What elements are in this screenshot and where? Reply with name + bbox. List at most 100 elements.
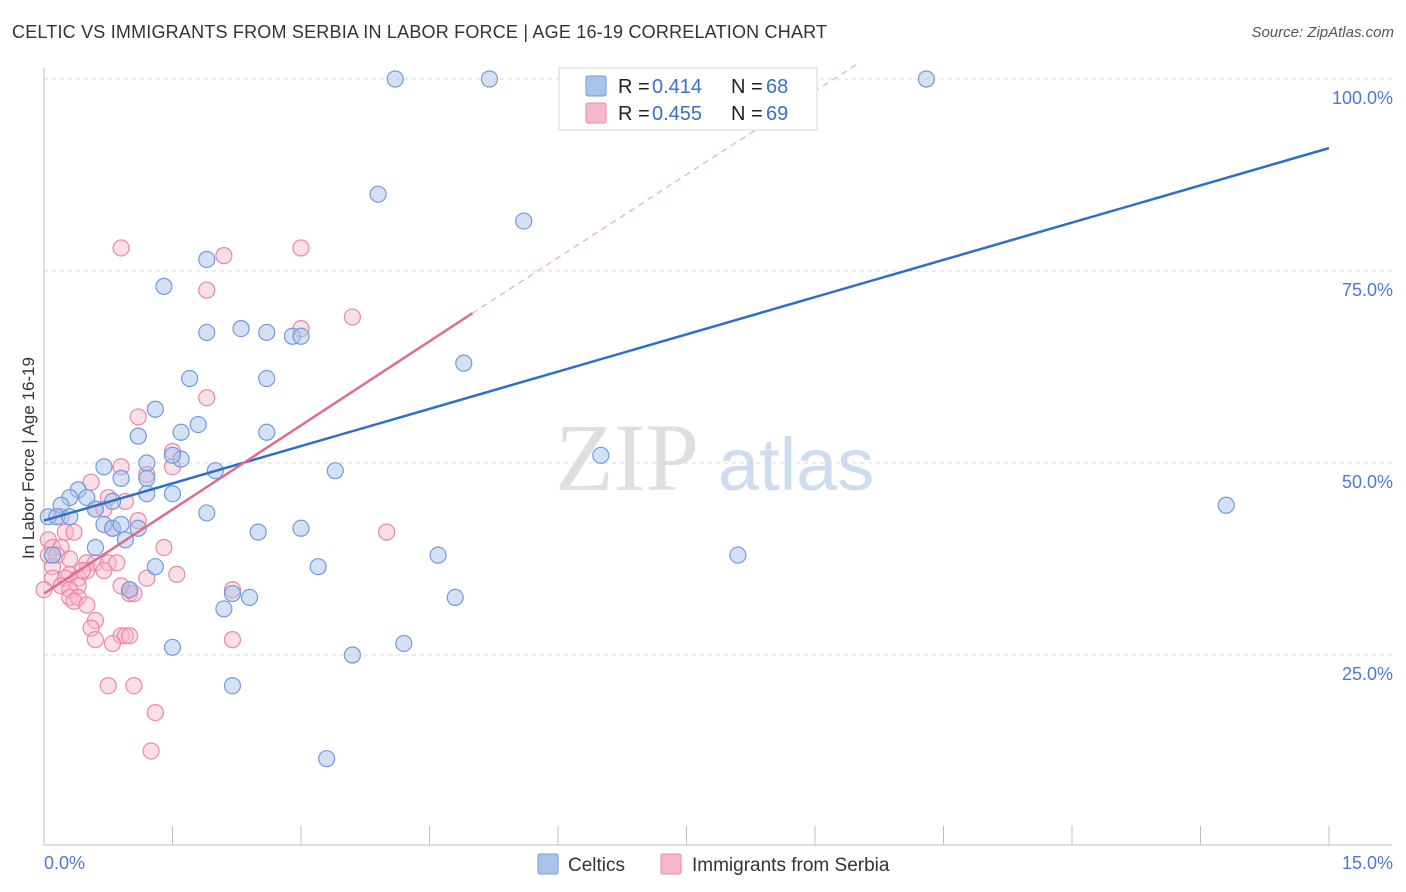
- celtics-point: [258, 369, 276, 388]
- legend-swatch-serbia: [585, 102, 607, 124]
- celtics-point: [129, 519, 147, 537]
- celtics-point: [112, 515, 130, 534]
- serbia-trend-line: [43, 312, 474, 595]
- celtics-point: [146, 558, 164, 576]
- celtics-point: [455, 354, 473, 372]
- bottom-legend: Celtics Immigrants from Serbia: [537, 853, 890, 876]
- celtics-point: [258, 423, 276, 441]
- serbia-point: [215, 247, 233, 265]
- serbia-point: [78, 596, 96, 614]
- celtics-trend-line: [43, 146, 1330, 522]
- celtics-point: [198, 504, 216, 522]
- celtics-point: [138, 454, 156, 472]
- serbia-point: [108, 554, 126, 572]
- celtics-point: [917, 70, 935, 88]
- celtics-point: [326, 462, 344, 480]
- celtics-point: [429, 546, 447, 564]
- serbia-point: [65, 523, 83, 541]
- celtics-point: [95, 458, 113, 476]
- serbia-point: [343, 308, 361, 326]
- celtics-point: [138, 469, 156, 487]
- bottom-legend-swatch-serbia: [660, 853, 682, 875]
- celtics-point: [215, 600, 233, 618]
- y-tick-label-2: 50.0%: [1342, 472, 1393, 492]
- serbia-point: [52, 577, 70, 595]
- celtics-point: [198, 323, 216, 342]
- y-axis-label: In Labor Force | Age 16-19: [19, 357, 38, 559]
- celtics-point: [386, 70, 404, 88]
- celtics-point: [292, 327, 310, 345]
- x-tick-left: 0.0%: [44, 853, 85, 873]
- celtics-point: [258, 323, 276, 342]
- axes: [43, 68, 1392, 846]
- celtics-point: [223, 677, 242, 695]
- chart-title: CELTIC VS IMMIGRANTS FROM SERBIA IN LABO…: [12, 22, 828, 42]
- celtics-point: [249, 523, 267, 541]
- celtics-point: [592, 446, 610, 464]
- celtics-point: [480, 70, 499, 88]
- celtics-point: [241, 588, 259, 607]
- celtics-point: [163, 638, 182, 656]
- celtics-point: [43, 546, 62, 564]
- bottom-legend-swatch-celtics: [537, 853, 559, 875]
- y-tick-labels: 100.0% 75.0% 50.0% 25.0%: [1332, 88, 1393, 684]
- legend-swatch-celtics: [585, 75, 607, 97]
- bottom-legend-celtics: Celtics: [568, 855, 625, 876]
- celtics-point: [112, 469, 130, 487]
- legend-r-label-1: R =: [618, 76, 650, 98]
- celtics-points: [39, 70, 1235, 768]
- legend-n-label-1: N =: [731, 76, 763, 98]
- legend-n-value-1: 68: [766, 76, 788, 98]
- celtics-point: [86, 538, 105, 557]
- serbia-point: [223, 631, 242, 649]
- serbia-point: [116, 627, 134, 645]
- serbia-point: [155, 538, 173, 557]
- serbia-point: [103, 634, 122, 653]
- celtics-point: [172, 423, 190, 441]
- serbia-point: [95, 561, 113, 580]
- serbia-point: [198, 281, 216, 299]
- watermark-atlas: atlas: [718, 423, 874, 506]
- legend-box: R = 0.414 N = 68 R = 0.455 N = 69: [558, 67, 818, 131]
- serbia-point: [142, 742, 160, 760]
- serbia-point: [168, 565, 186, 583]
- celtics-point: [232, 320, 250, 338]
- celtics-point: [515, 212, 533, 230]
- y-tick-label-1: 75.0%: [1342, 280, 1393, 300]
- legend-r-value-2: 0.455: [652, 103, 702, 125]
- y-tick-label-0: 100.0%: [1332, 88, 1393, 108]
- serbia-point: [99, 677, 117, 695]
- legend-n-label-2: N =: [731, 103, 763, 125]
- celtics-point: [163, 485, 182, 503]
- celtics-point: [1217, 496, 1235, 514]
- legend-n-value-2: 69: [766, 103, 788, 125]
- celtics-point: [292, 519, 310, 537]
- serbia-point: [129, 408, 147, 426]
- bottom-legend-serbia: Immigrants from Serbia: [692, 855, 890, 876]
- celtics-point: [446, 588, 464, 607]
- celtics-point: [129, 427, 147, 445]
- celtics-point: [309, 558, 327, 576]
- watermark: ZIP atlas: [555, 404, 874, 511]
- serbia-point: [86, 631, 105, 649]
- celtics-point: [729, 546, 747, 564]
- serbia-point: [121, 627, 139, 645]
- celtics-point: [369, 185, 387, 203]
- celtics-point: [318, 750, 336, 768]
- celtics-point: [121, 581, 139, 599]
- x-tick-right: 15.0%: [1342, 853, 1393, 873]
- serbia-point: [125, 677, 143, 695]
- legend-r-label-2: R =: [618, 103, 650, 125]
- celtics-point: [189, 416, 207, 434]
- serbia-point: [61, 550, 79, 568]
- serbia-point: [146, 703, 164, 722]
- legend-r-value-1: 0.414: [652, 76, 702, 98]
- celtics-point: [163, 446, 182, 464]
- celtics-point: [146, 400, 164, 418]
- celtics-point: [343, 646, 361, 664]
- serbia-point: [198, 389, 216, 407]
- serbia-point: [65, 592, 83, 610]
- serbia-point: [138, 569, 156, 587]
- celtics-point: [395, 634, 413, 653]
